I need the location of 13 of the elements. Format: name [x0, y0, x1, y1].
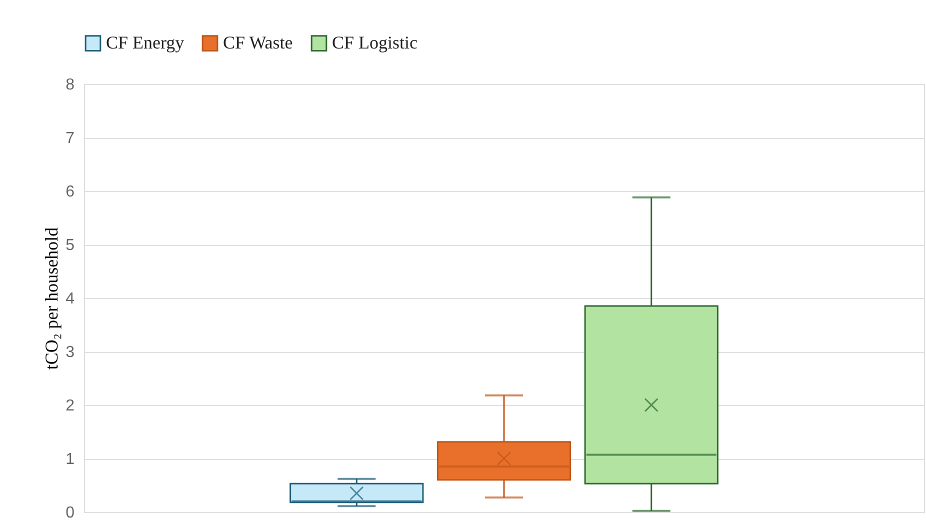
legend-label: CF Energy: [106, 32, 184, 52]
y-tick-label: 2: [66, 398, 75, 414]
y-tick-label: 8: [66, 76, 75, 94]
y-tick-label: 6: [66, 184, 75, 200]
y-tick-label: 3: [66, 344, 75, 361]
y-tick-label: 5: [66, 237, 75, 254]
y-tick-label: 0: [66, 504, 75, 522]
y-tick-label: 1: [66, 451, 75, 468]
y-tick-label: 4: [66, 290, 75, 308]
legend-label: CF Logistic: [332, 32, 418, 52]
y-tick-label: 7: [66, 130, 75, 147]
y-axis-title: tCO₂ per household: [42, 227, 62, 370]
legend-label: CF Waste: [223, 32, 293, 52]
